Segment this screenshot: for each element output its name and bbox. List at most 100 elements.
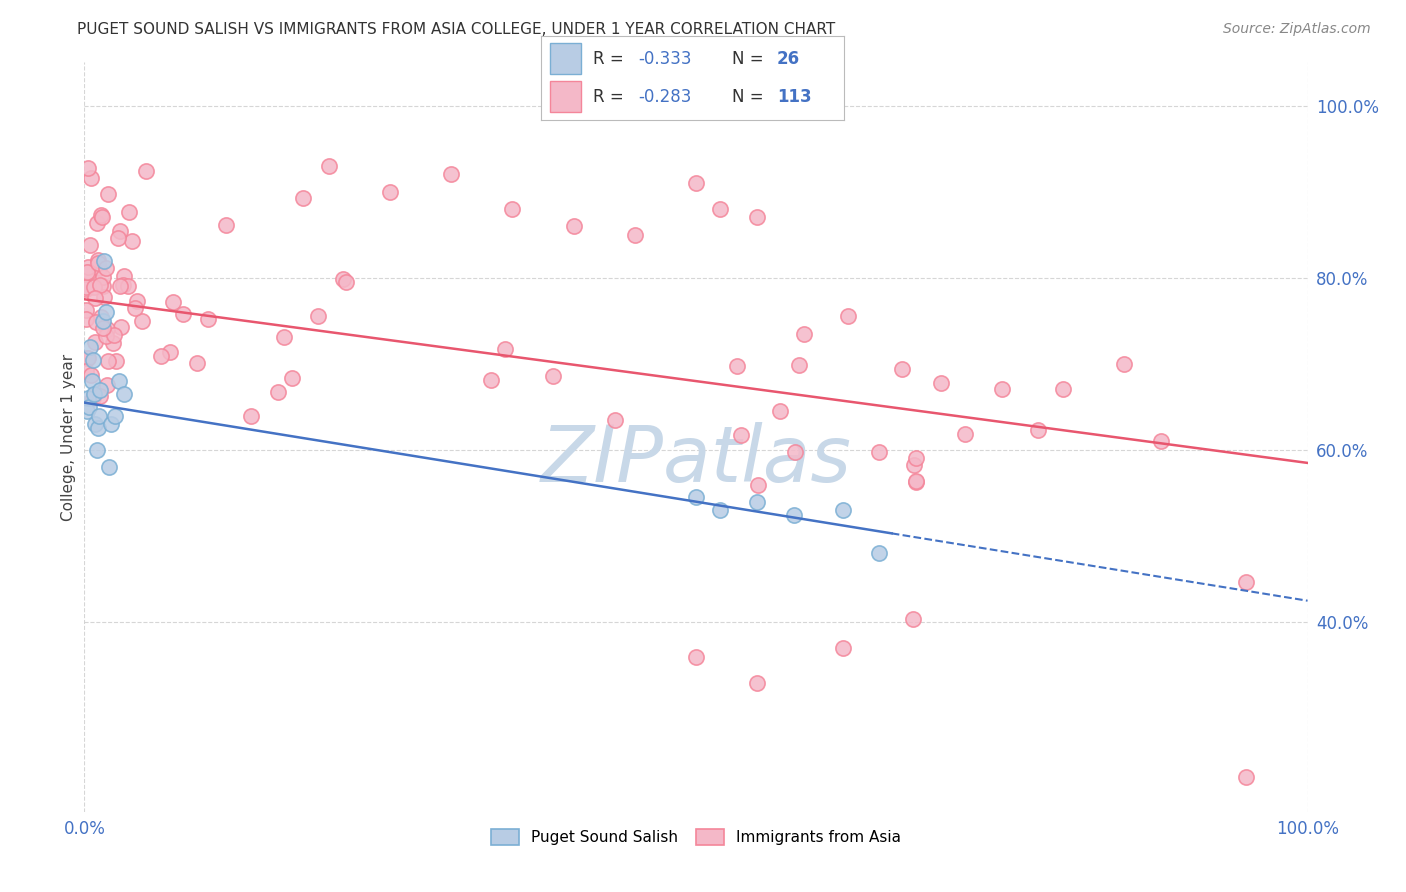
Point [159, 344, 181, 359]
Point [96, 261, 118, 276]
Text: 113: 113 [778, 87, 811, 105]
Point [1114, 358, 1136, 372]
Point [787, 358, 810, 372]
Point [709, 202, 731, 216]
Point [747, 675, 769, 690]
Point [96, 305, 118, 319]
Point [685, 649, 707, 664]
Point [86, 216, 108, 230]
Point [84, 417, 107, 432]
Point [768, 404, 790, 418]
Point [562, 219, 585, 233]
Bar [550, 44, 581, 74]
Point [91, 321, 114, 335]
Point [89, 383, 111, 397]
Point [747, 211, 769, 225]
Point [112, 268, 135, 283]
Point [83, 279, 105, 293]
Point [77, 392, 100, 406]
Point [1150, 434, 1173, 448]
Point [87, 260, 110, 275]
Text: 26: 26 [778, 50, 800, 68]
Point [87, 252, 110, 267]
Point [149, 349, 172, 363]
Point [87, 256, 110, 270]
Point [77, 400, 100, 414]
Point [93, 290, 115, 304]
Point [135, 163, 157, 178]
Point [162, 294, 184, 309]
Text: N =: N = [731, 87, 769, 105]
Text: Source: ZipAtlas.com: Source: ZipAtlas.com [1223, 22, 1371, 37]
Point [91, 270, 114, 285]
Point [91, 210, 114, 224]
Point [118, 205, 141, 219]
Text: ZIPatlas: ZIPatlas [540, 422, 852, 498]
Point [124, 301, 146, 315]
Point [112, 387, 135, 401]
Point [869, 546, 891, 560]
Point [747, 478, 769, 492]
Point [76, 161, 98, 175]
Point [172, 308, 194, 322]
Point [76, 351, 98, 366]
Point [747, 494, 769, 508]
Point [903, 458, 925, 473]
Point [685, 491, 707, 505]
Point [84, 291, 107, 305]
Point [953, 426, 976, 441]
Point [541, 368, 564, 383]
Point [494, 342, 516, 356]
Point [104, 354, 127, 368]
Point [273, 329, 295, 343]
Point [481, 373, 503, 387]
Point [97, 460, 120, 475]
Point [86, 442, 108, 457]
Point [292, 190, 315, 204]
Point [80, 374, 103, 388]
Point [107, 374, 129, 388]
Point [440, 168, 463, 182]
Point [96, 322, 118, 336]
Point [87, 421, 110, 435]
Point [87, 409, 110, 423]
Point [1236, 770, 1258, 784]
Point [75, 302, 97, 317]
Point [96, 378, 118, 392]
Point [108, 224, 131, 238]
Text: -0.283: -0.283 [638, 87, 692, 105]
Point [77, 351, 100, 365]
Point [90, 310, 112, 325]
Point [624, 227, 647, 242]
Point [80, 368, 103, 383]
Text: PUGET SOUND SALISH VS IMMIGRANTS FROM ASIA COLLEGE, UNDER 1 YEAR CORRELATION CHA: PUGET SOUND SALISH VS IMMIGRANTS FROM AS… [77, 22, 835, 37]
Point [281, 371, 304, 385]
Point [131, 314, 153, 328]
Point [785, 444, 807, 458]
Point [502, 202, 524, 216]
Point [685, 176, 707, 190]
Point [75, 282, 97, 296]
Point [104, 409, 127, 423]
Point [79, 237, 101, 252]
Y-axis label: College, Under 1 year: College, Under 1 year [60, 353, 76, 521]
Point [80, 171, 103, 186]
Point [108, 278, 131, 293]
Point [77, 265, 100, 279]
Point [727, 359, 749, 374]
Point [837, 309, 859, 323]
Text: N =: N = [731, 50, 769, 68]
Point [890, 362, 912, 376]
Legend: Puget Sound Salish, Immigrants from Asia: Puget Sound Salish, Immigrants from Asia [491, 830, 901, 846]
Point [831, 503, 853, 517]
Point [112, 277, 135, 292]
Point [97, 354, 120, 368]
Text: R =: R = [593, 50, 628, 68]
Point [93, 278, 115, 293]
Text: R =: R = [593, 87, 628, 105]
Point [101, 336, 124, 351]
Point [380, 185, 402, 199]
Point [127, 294, 149, 309]
Point [240, 409, 263, 424]
Point [91, 314, 114, 328]
